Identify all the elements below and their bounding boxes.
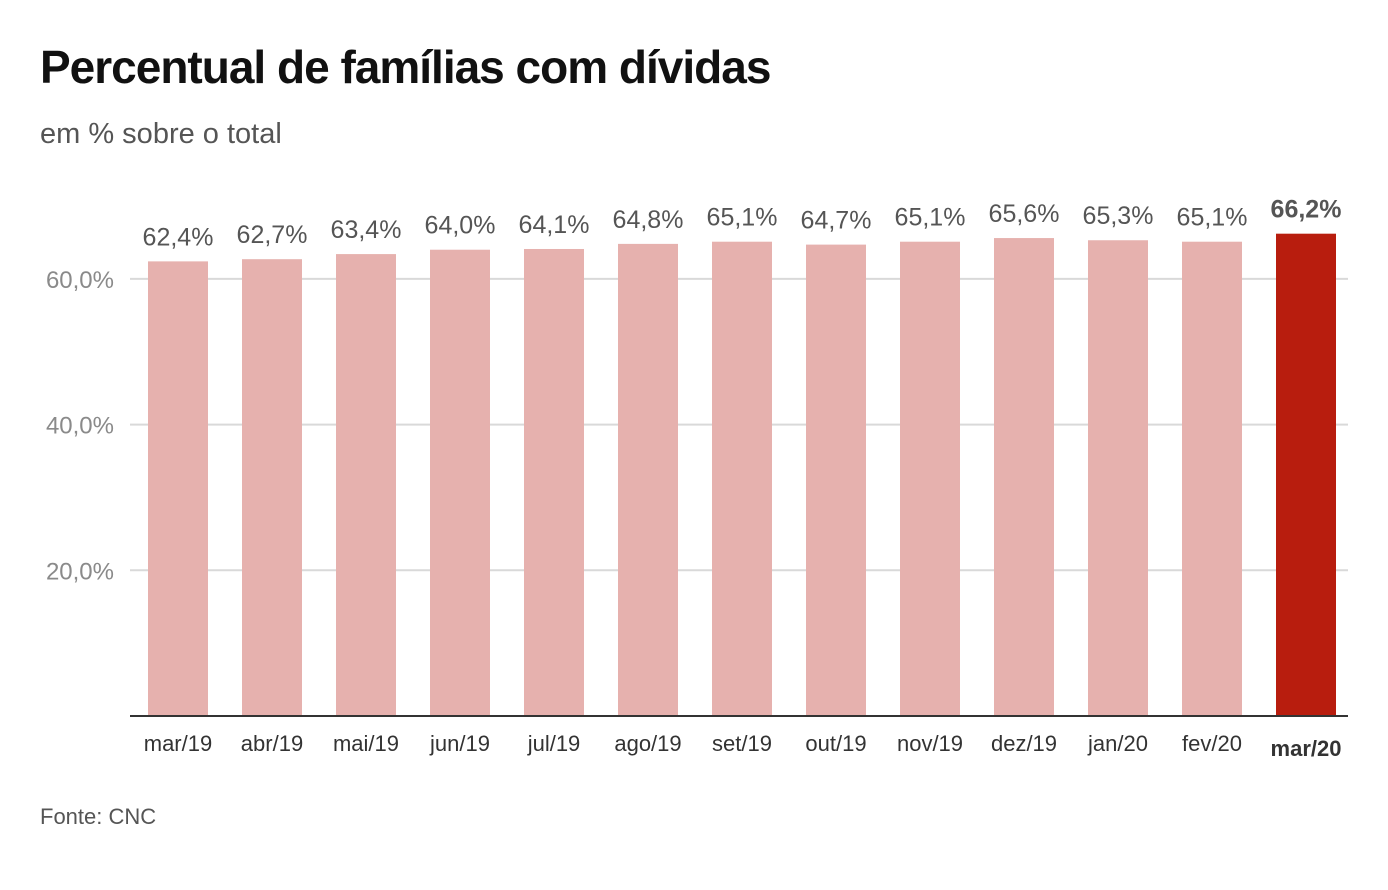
y-axis-ticks: 20,0% 40,0% 60,0% [46, 267, 114, 585]
data-label: 65,6% [989, 200, 1060, 228]
y-tick-label: 40,0% [46, 413, 114, 440]
x-tick-label: mar/19 [144, 731, 212, 756]
bar-out-19 [806, 244, 866, 716]
x-tick-label: abr/19 [241, 731, 303, 756]
x-tick-label: mai/19 [333, 731, 399, 756]
bar-jan-20 [1088, 240, 1148, 716]
data-label: 64,1% [519, 211, 590, 239]
bar-mai-19 [336, 254, 396, 717]
data-label: 65,3% [1083, 202, 1154, 230]
bar-fev-20 [1182, 241, 1242, 716]
x-tick-label: dez/19 [991, 731, 1057, 756]
data-label: 65,1% [1177, 204, 1248, 232]
data-label: 65,1% [895, 204, 966, 232]
x-axis-ticks: mar/19 abr/19 mai/19 jun/19 jul/19 ago/19 set/… [144, 731, 1342, 761]
data-label: 62,7% [237, 221, 308, 249]
x-tick-label: jun/19 [429, 731, 490, 756]
bar-chart: 20,0% 40,0% 60,0% 62,4% 62,7% 63,4% 64,0% 64,1… [46, 196, 1348, 761]
data-label: 66,2% [1271, 196, 1342, 224]
data-label: 63,4% [331, 216, 402, 244]
x-tick-label: fev/20 [1182, 731, 1242, 756]
source-note: Fonte: CNC [40, 804, 157, 829]
data-label: 64,8% [613, 206, 684, 234]
chart-subtitle: em % sobre o total [40, 118, 282, 150]
data-label: 62,4% [143, 223, 214, 251]
x-tick-label: ago/19 [614, 731, 681, 756]
bars [148, 233, 1336, 717]
x-tick-label: out/19 [805, 731, 866, 756]
bar-mar-19 [148, 261, 208, 716]
bar-mar-20 [1276, 233, 1336, 716]
data-label: 65,1% [707, 204, 778, 232]
data-labels: 62,4% 62,7% 63,4% 64,0% 64,1% 64,8% 65,1% 64,7%… [143, 196, 1342, 252]
bar-dez-19 [994, 238, 1054, 717]
x-tick-label: jul/19 [527, 731, 581, 756]
bar-jun-19 [430, 249, 490, 716]
bar-set-19 [712, 241, 772, 716]
y-tick-label: 20,0% [46, 558, 114, 585]
y-tick-label: 60,0% [46, 267, 114, 294]
data-label: 64,0% [425, 212, 496, 240]
bar-ago-19 [618, 243, 678, 716]
chart-title: Percentual de famílias com dívidas [40, 41, 771, 93]
bar-jul-19 [524, 248, 584, 716]
data-label: 64,7% [801, 207, 872, 235]
x-tick-label: nov/19 [897, 731, 963, 756]
bar-abr-19 [242, 259, 302, 716]
x-tick-label: mar/20 [1271, 736, 1342, 761]
x-tick-label: jan/20 [1087, 731, 1148, 756]
x-tick-label: set/19 [712, 731, 772, 756]
bar-nov-19 [900, 241, 960, 716]
